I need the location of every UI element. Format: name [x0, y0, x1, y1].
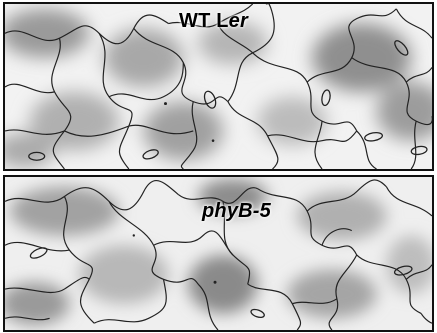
cell-outlines: [5, 4, 432, 169]
label-italic-suffix: er: [228, 10, 248, 32]
specks: [132, 234, 217, 284]
cell-outlines: [5, 179, 432, 330]
specks: [164, 102, 215, 142]
stomata: [29, 247, 413, 319]
label-prefix: WT L: [179, 10, 229, 32]
phyb-5-micrograph: [5, 177, 432, 330]
stomata: [28, 40, 428, 161]
phyb-5-panel: phyB-5: [3, 175, 434, 332]
wt-ler-label: WT Ler: [179, 10, 248, 33]
wt-ler-micrograph: [5, 4, 432, 169]
wt-ler-panel: WT Ler: [3, 2, 434, 171]
phyb-5-label: phyB-5: [202, 200, 271, 222]
